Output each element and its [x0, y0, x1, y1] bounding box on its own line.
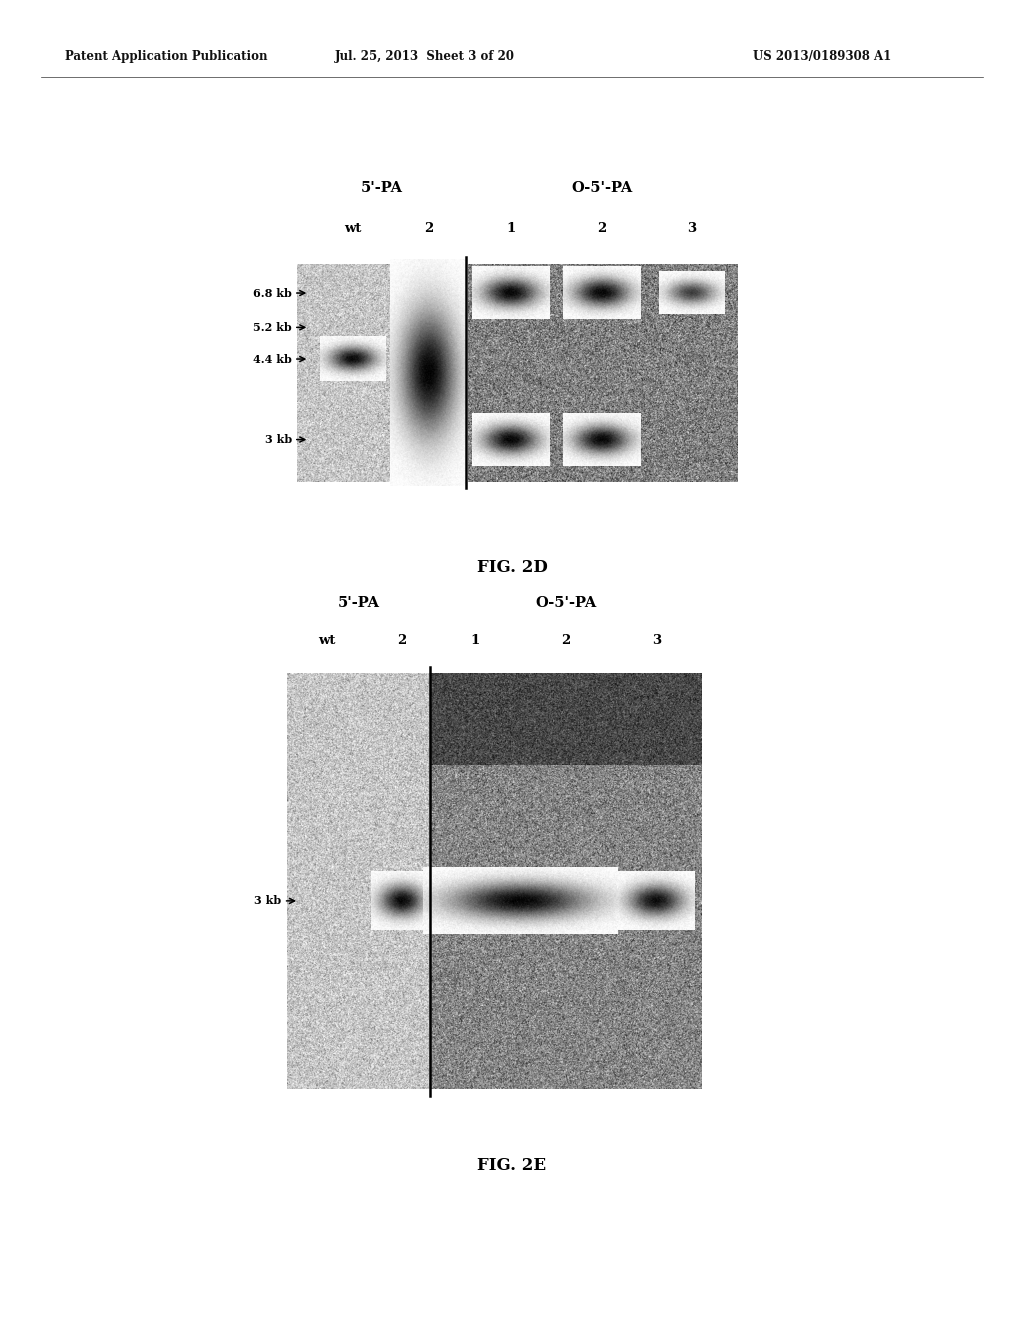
Text: 3: 3 [687, 222, 696, 235]
Text: 2: 2 [561, 634, 570, 647]
Text: 2: 2 [424, 222, 433, 235]
Text: 5'-PA: 5'-PA [360, 181, 402, 195]
Text: O-5'-PA: O-5'-PA [536, 595, 596, 610]
Text: 3 kb: 3 kb [264, 434, 292, 445]
Text: 4.4 kb: 4.4 kb [253, 354, 292, 364]
Text: 5.2 kb: 5.2 kb [253, 322, 292, 333]
Text: 3 kb: 3 kb [254, 895, 282, 907]
Text: FIG. 2D: FIG. 2D [476, 560, 548, 576]
Text: 2: 2 [396, 634, 407, 647]
Text: 5'-PA: 5'-PA [337, 595, 380, 610]
Text: 3: 3 [651, 634, 660, 647]
Text: FIG. 2E: FIG. 2E [477, 1158, 547, 1173]
Text: US 2013/0189308 A1: US 2013/0189308 A1 [753, 50, 891, 63]
Text: 1: 1 [471, 634, 480, 647]
Text: 6.8 kb: 6.8 kb [253, 288, 292, 298]
Text: 1: 1 [507, 222, 516, 235]
Text: wt: wt [344, 222, 361, 235]
Text: Jul. 25, 2013  Sheet 3 of 20: Jul. 25, 2013 Sheet 3 of 20 [335, 50, 515, 63]
Text: 2: 2 [597, 222, 606, 235]
Text: Patent Application Publication: Patent Application Publication [65, 50, 267, 63]
Text: O-5'-PA: O-5'-PA [571, 181, 632, 195]
Text: wt: wt [318, 634, 336, 647]
